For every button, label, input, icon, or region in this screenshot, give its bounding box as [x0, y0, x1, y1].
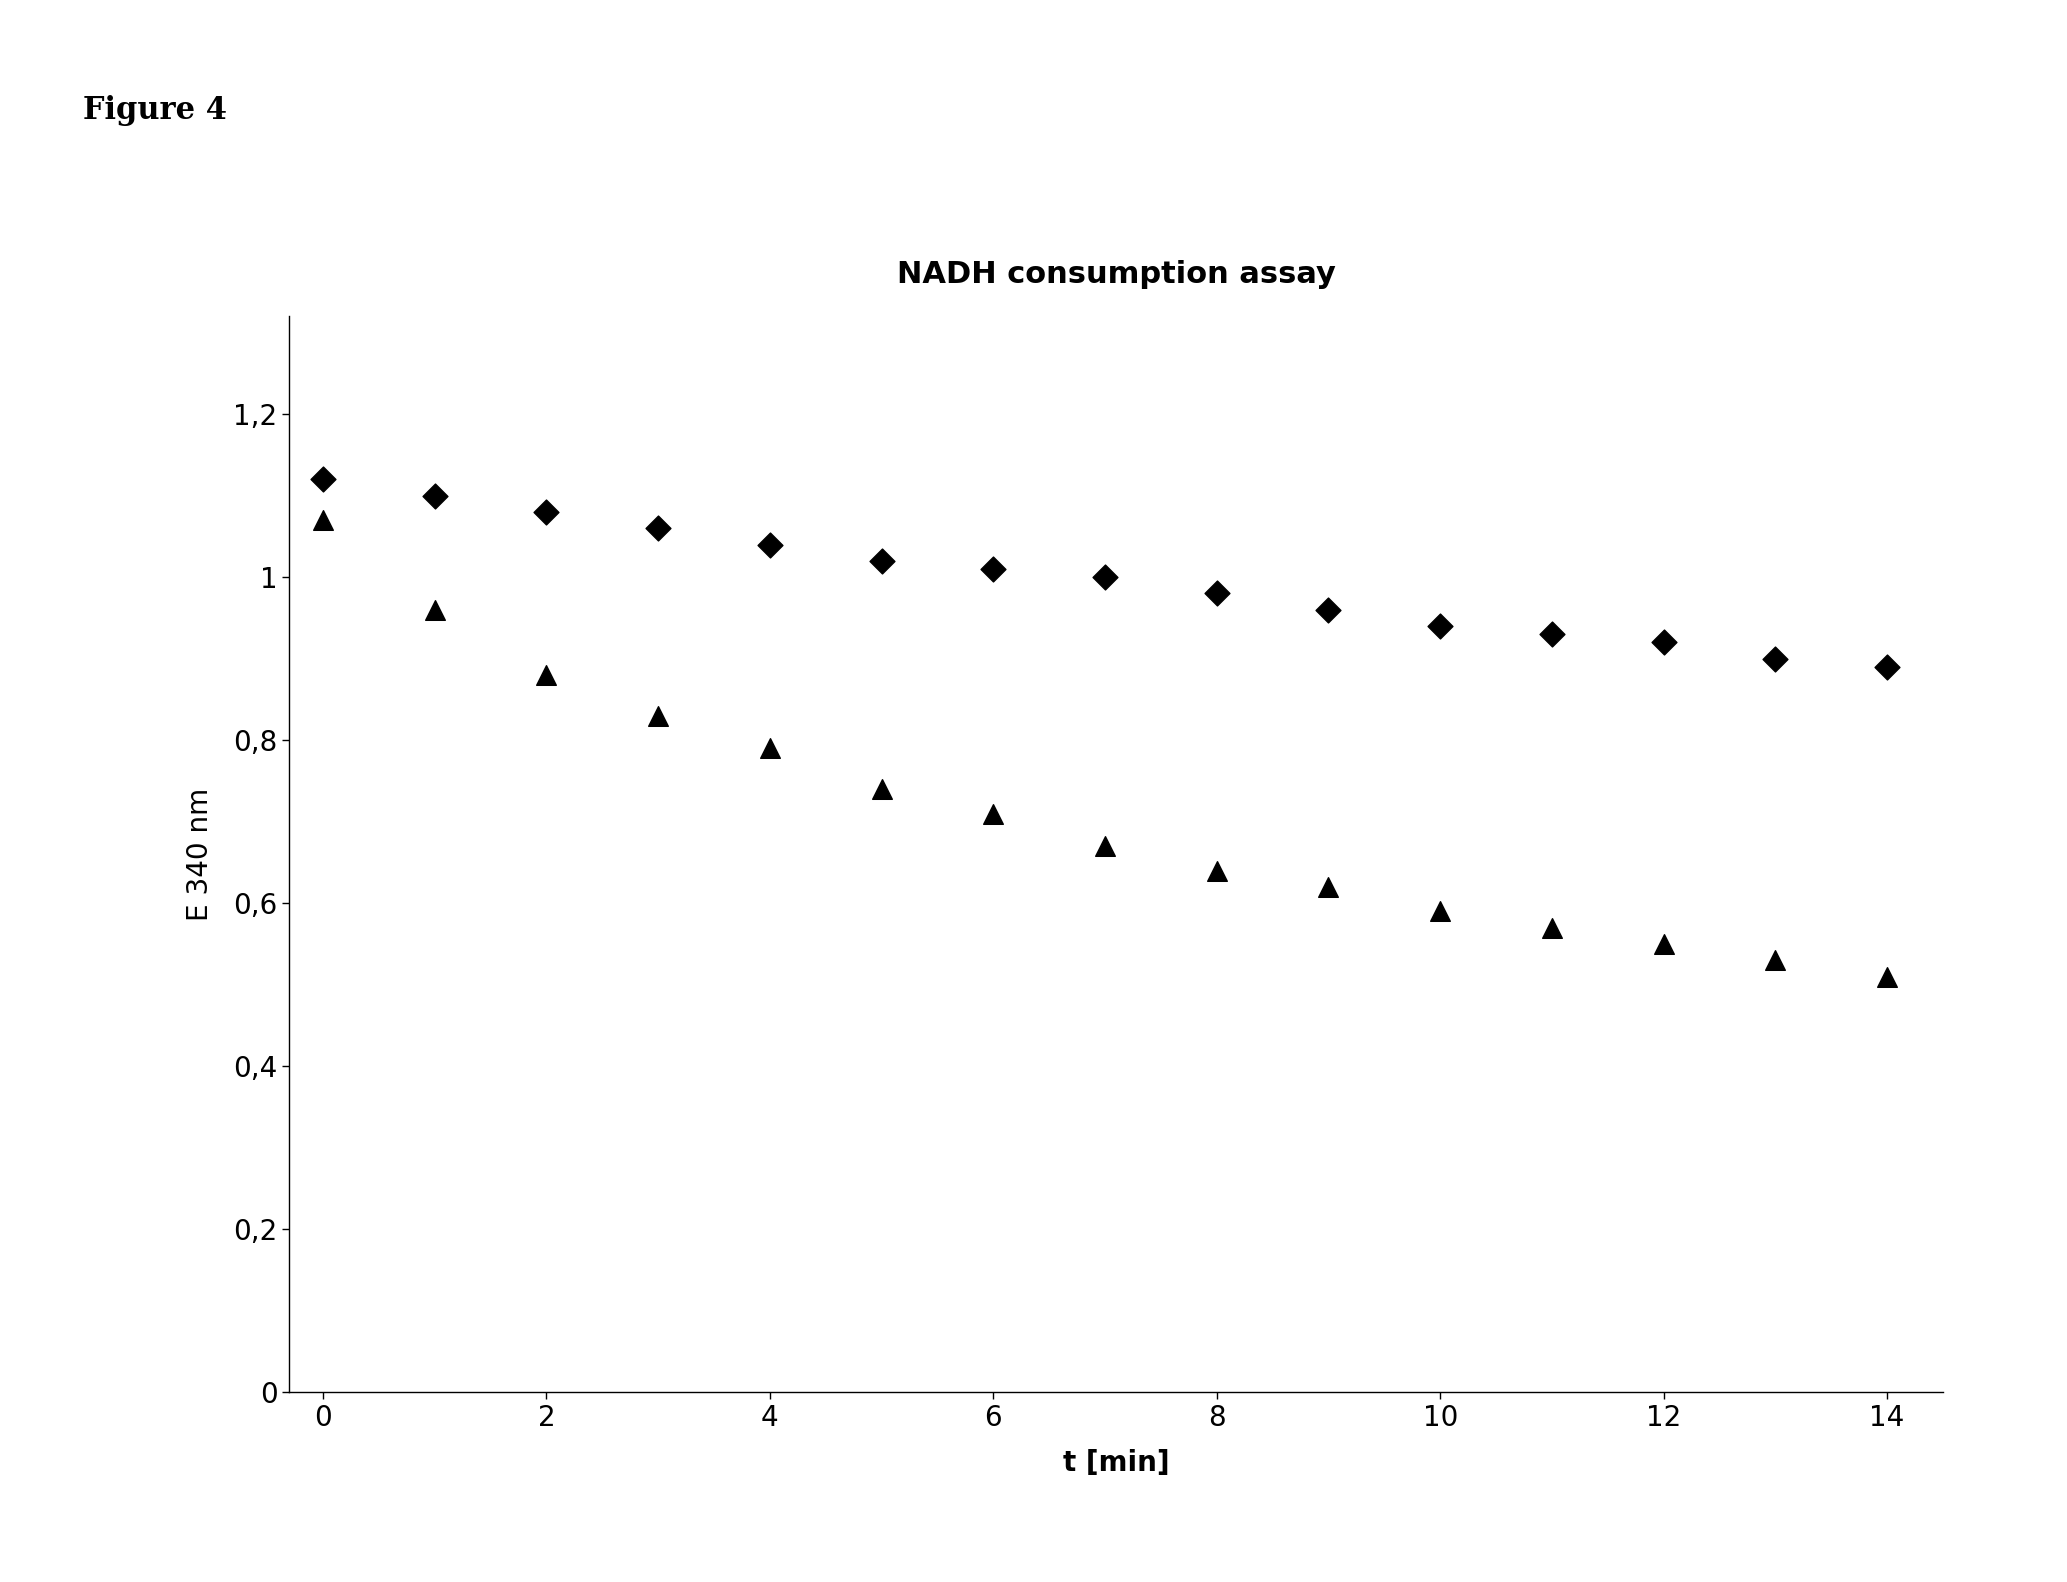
- Point: [1424, 614, 1457, 639]
- Text: Figure 4: Figure 4: [83, 95, 227, 127]
- Y-axis label: E 340 nm: E 340 nm: [186, 788, 213, 921]
- Point: [1089, 565, 1122, 590]
- Point: [306, 467, 339, 492]
- Point: [1201, 581, 1234, 606]
- Point: [1647, 932, 1680, 957]
- Point: [1089, 834, 1122, 859]
- Point: [306, 508, 339, 533]
- Point: [1201, 857, 1234, 883]
- Point: [1536, 914, 1569, 940]
- X-axis label: t [min]: t [min]: [1062, 1449, 1170, 1476]
- Point: [1313, 875, 1346, 900]
- Point: [978, 800, 1011, 826]
- Point: [641, 702, 674, 728]
- Point: [418, 596, 451, 622]
- Point: [529, 500, 562, 525]
- Point: [978, 557, 1011, 582]
- Point: [1871, 655, 1904, 680]
- Point: [1424, 899, 1457, 924]
- Point: [641, 516, 674, 541]
- Point: [529, 663, 562, 688]
- Point: [418, 483, 451, 508]
- Point: [1313, 596, 1346, 622]
- Point: [1759, 948, 1792, 973]
- Title: NADH consumption assay: NADH consumption assay: [897, 259, 1335, 290]
- Point: [1759, 645, 1792, 671]
- Point: [752, 736, 785, 761]
- Point: [1647, 630, 1680, 655]
- Point: [864, 777, 897, 802]
- Point: [1871, 963, 1904, 989]
- Point: [752, 532, 785, 557]
- Point: [864, 549, 897, 574]
- Point: [1536, 622, 1569, 647]
